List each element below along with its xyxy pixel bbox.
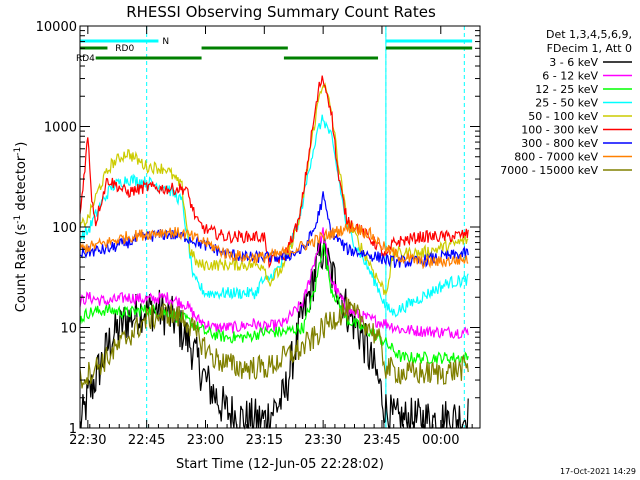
x-axis: 22:30 22:45 23:00 23:15 23:30 23:45 00:00 <box>69 26 473 448</box>
y-tick-label-4: 10000 <box>36 20 77 35</box>
y-tick-label-1: 10 <box>60 322 77 337</box>
y-axis: 1 10 100 1000 10000 <box>36 20 480 437</box>
legend-header-line-1: Det 1,3,4,5,6,9, <box>546 28 632 41</box>
plot-area: N RD0 RD4 <box>76 26 473 430</box>
legend-label-0: 3 - 6 keV <box>549 56 598 69</box>
x-tick-label-5: 23:45 <box>363 433 400 448</box>
y-tick-label-2: 100 <box>52 221 77 236</box>
legend-label-5: 100 - 300 keV <box>521 124 598 137</box>
x-tick-label-1: 22:45 <box>128 433 165 448</box>
chart-title: RHESSI Observing Summary Count Rates <box>126 3 436 21</box>
legend: Det 1,3,4,5,6,9, FDecim 1, Att 0 3 - 6 k… <box>500 28 632 177</box>
flag-label-rd0: RD0 <box>115 44 134 54</box>
x-tick-label-6: 00:00 <box>422 433 459 448</box>
series-line-2 <box>79 242 469 365</box>
series-line-3 <box>79 114 469 318</box>
flag-label-n: N <box>162 37 169 47</box>
legend-label-1: 6 - 12 keV <box>542 70 598 83</box>
legend-label-3: 25 - 50 keV <box>535 97 598 110</box>
x-tick-label-3: 23:15 <box>246 433 283 448</box>
series-line-7 <box>79 222 469 270</box>
x-tick-label-0: 22:30 <box>69 433 106 448</box>
series-line-0 <box>79 233 469 430</box>
legend-label-6: 300 - 800 keV <box>521 137 598 150</box>
series-line-8 <box>79 297 469 389</box>
generation-timestamp: 17-Oct-2021 14:29 <box>560 467 636 476</box>
legend-header-line-2: FDecim 1, Att 0 <box>547 42 632 55</box>
legend-label-2: 12 - 25 keV <box>535 83 598 96</box>
series-line-1 <box>79 227 469 339</box>
series-line-5 <box>79 75 469 269</box>
y-tick-label-3: 1000 <box>44 121 77 136</box>
legend-label-7: 800 - 7000 keV <box>514 151 598 164</box>
x-tick-label-2: 23:00 <box>187 433 224 448</box>
x-axis-label: Start Time (12-Jun-05 22:28:02) <box>176 457 384 472</box>
y-axis-label: Count Rate (s-1 detector-1) <box>13 142 29 313</box>
legend-label-4: 50 - 100 keV <box>528 110 598 123</box>
y-tick-label-0: 1 <box>69 422 77 437</box>
flag-label-rd4: RD4 <box>76 54 95 64</box>
legend-label-8: 7000 - 15000 keV <box>500 164 598 177</box>
x-tick-label-4: 23:30 <box>304 433 341 448</box>
